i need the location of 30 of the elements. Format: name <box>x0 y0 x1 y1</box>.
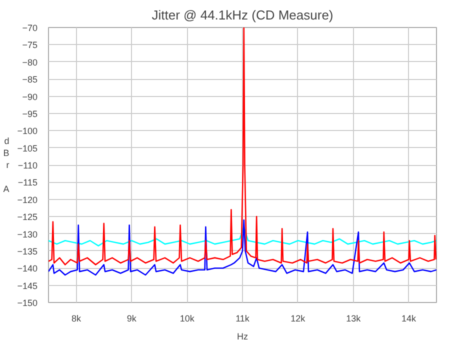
chart-title: Jitter @ 44.1kHz (CD Measure) <box>152 8 334 22</box>
y-tick-label: −150 <box>17 298 38 308</box>
x-tick-label: 11k <box>236 314 250 324</box>
y-tick-label: −80 <box>22 57 38 68</box>
y-tick-label: −130 <box>17 229 38 240</box>
line-series <box>48 226 436 246</box>
y-tick-label: −90 <box>22 92 38 102</box>
x-tick-label: 12k <box>290 314 306 324</box>
y-tick-label: −100 <box>17 126 38 136</box>
y-tick-label: −85 <box>22 74 38 85</box>
y-tick-label: −95 <box>22 108 38 119</box>
x-axis-title: Hz <box>237 332 248 342</box>
y-tick-label: −140 <box>17 264 38 274</box>
x-tick-label: 9k <box>126 314 137 324</box>
y-tick-label: −105 <box>17 143 38 154</box>
y-tick-label: −145 <box>17 280 38 291</box>
x-tick-label: 13k <box>346 314 362 324</box>
y-tick-label: −120 <box>17 194 38 205</box>
line-series <box>48 219 436 276</box>
y-tick-label: −110 <box>18 160 38 170</box>
x-tick-label: 14k <box>402 314 417 324</box>
line-series <box>48 28 436 266</box>
y-tick-label: −70 <box>22 23 38 33</box>
y-tick-label: −75 <box>22 40 38 50</box>
x-tick-label: 10k <box>180 314 195 324</box>
y-tick-label: −125 <box>17 212 38 222</box>
y-tick-label: −135 <box>17 246 38 256</box>
x-tick-label: 8k <box>71 314 82 324</box>
text: dBr A <box>3 136 10 194</box>
y-tick-label: −115 <box>18 178 38 188</box>
